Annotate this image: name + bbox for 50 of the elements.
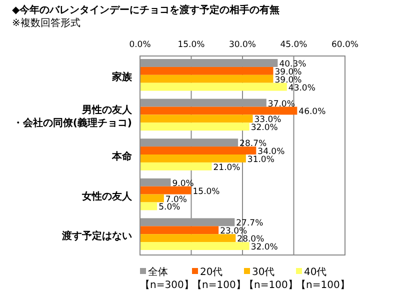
data-label: 21.0% bbox=[213, 162, 240, 173]
legend-label: 20代【n=100】 bbox=[192, 267, 246, 291]
x-tick-label: 15.0% bbox=[178, 40, 205, 50]
y-tick-label: 女性の友人 bbox=[81, 190, 133, 202]
data-label: 5.0% bbox=[158, 202, 180, 213]
legend-label: 全体【n=300】 bbox=[140, 266, 194, 291]
bar bbox=[140, 59, 278, 67]
bar bbox=[140, 178, 171, 186]
bar bbox=[140, 194, 164, 202]
data-label: 39.0% bbox=[274, 75, 302, 86]
chart-title: ◆今年のバレンタインデーにチョコを渡す予定の相手の有無 bbox=[12, 4, 280, 16]
bar bbox=[140, 218, 235, 226]
y-tick-label: 渡す予定はない bbox=[61, 230, 132, 242]
bar bbox=[140, 162, 212, 170]
legend-label: 40代【n=100】 bbox=[296, 267, 350, 291]
data-label: 46.0% bbox=[298, 107, 326, 118]
bar bbox=[140, 226, 219, 234]
bar bbox=[140, 66, 274, 75]
data-label: 40.3% bbox=[279, 59, 306, 70]
bar bbox=[140, 98, 266, 107]
bar bbox=[140, 186, 192, 194]
data-label: 34.0% bbox=[258, 147, 285, 157]
bar bbox=[140, 122, 250, 131]
data-label: 37.0% bbox=[268, 99, 295, 110]
x-tick-label: 60.0% bbox=[331, 40, 359, 50]
data-label: 31.0% bbox=[247, 154, 274, 165]
x-tick-label: 30.0% bbox=[228, 40, 256, 50]
data-label: 15.0% bbox=[192, 186, 220, 197]
data-label: 39.0% bbox=[274, 67, 302, 78]
legend-label: 30代【n=100】 bbox=[244, 267, 298, 291]
bar bbox=[140, 138, 238, 147]
data-label: 9.0% bbox=[172, 178, 194, 189]
data-label: 43.0% bbox=[288, 83, 316, 94]
y-tick-label: 男性の友人・会社の同僚(義理チョコ) bbox=[12, 104, 133, 130]
bar bbox=[140, 106, 298, 115]
bar bbox=[140, 154, 246, 162]
data-label: 32.0% bbox=[250, 242, 278, 252]
data-label: 32.0% bbox=[250, 123, 278, 134]
y-tick-label: 本命 bbox=[111, 150, 133, 162]
y-tick-label: 家族 bbox=[111, 70, 133, 83]
x-tick-label: 0.0% bbox=[129, 40, 151, 50]
text: ※複数回答形式 bbox=[12, 17, 80, 29]
bar bbox=[140, 114, 253, 123]
bar bbox=[140, 82, 287, 91]
bar bbox=[140, 242, 250, 250]
bar bbox=[140, 74, 274, 83]
bar bbox=[140, 234, 236, 242]
x-tick-label: 45.0% bbox=[280, 40, 308, 50]
bar bbox=[140, 202, 158, 210]
bar bbox=[140, 146, 256, 154]
